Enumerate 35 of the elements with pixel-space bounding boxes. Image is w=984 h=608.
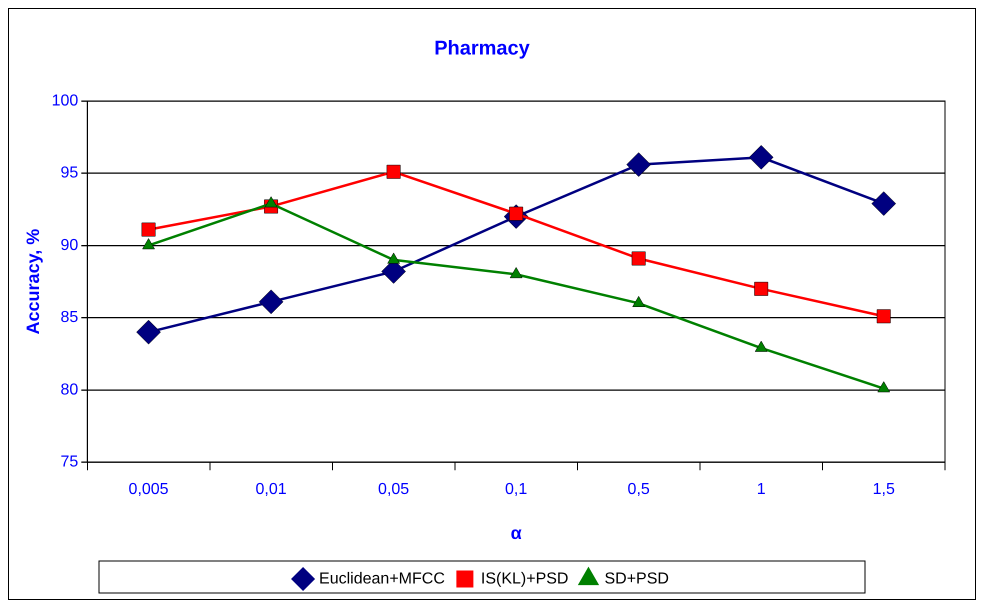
point	[754, 340, 768, 352]
chart-title: Pharmacy	[434, 38, 531, 60]
legend-label: IS(KL)+PSD	[480, 570, 568, 588]
x-tick-label: 1	[756, 481, 766, 498]
x-tick-label: 0,01	[256, 481, 287, 498]
x-tick-label: 1,5	[872, 481, 895, 498]
point	[510, 267, 522, 278]
y-tick-label: 85	[60, 309, 78, 326]
point	[386, 164, 401, 179]
point	[142, 238, 155, 250]
point	[754, 282, 768, 296]
point	[387, 252, 400, 264]
x-tick-label: 0,1	[505, 481, 528, 498]
y-axis-title: Accuracy, %	[22, 228, 43, 334]
x-tick-label: 0,5	[628, 481, 650, 498]
y-tick-label: 95	[60, 164, 78, 182]
point	[626, 152, 651, 177]
point	[632, 296, 645, 308]
x-tick-label: 0,05	[378, 481, 410, 498]
point	[871, 191, 896, 216]
point	[748, 145, 774, 170]
x-tick-label: 0,005	[128, 481, 169, 498]
point	[877, 381, 890, 392]
point	[258, 290, 284, 314]
point	[632, 252, 646, 266]
legend-label: Euclidean+MFCC	[319, 570, 445, 588]
point	[142, 222, 156, 237]
point	[876, 309, 891, 324]
y-tick-label: 90	[60, 236, 78, 254]
x-axis-title: α	[510, 523, 522, 544]
point	[136, 320, 161, 344]
legend-label: SD+PSD	[604, 570, 669, 588]
y-tick-label: 100	[52, 92, 78, 110]
y-tick-label: 80	[60, 381, 78, 398]
y-tick-label: 75	[60, 454, 78, 471]
